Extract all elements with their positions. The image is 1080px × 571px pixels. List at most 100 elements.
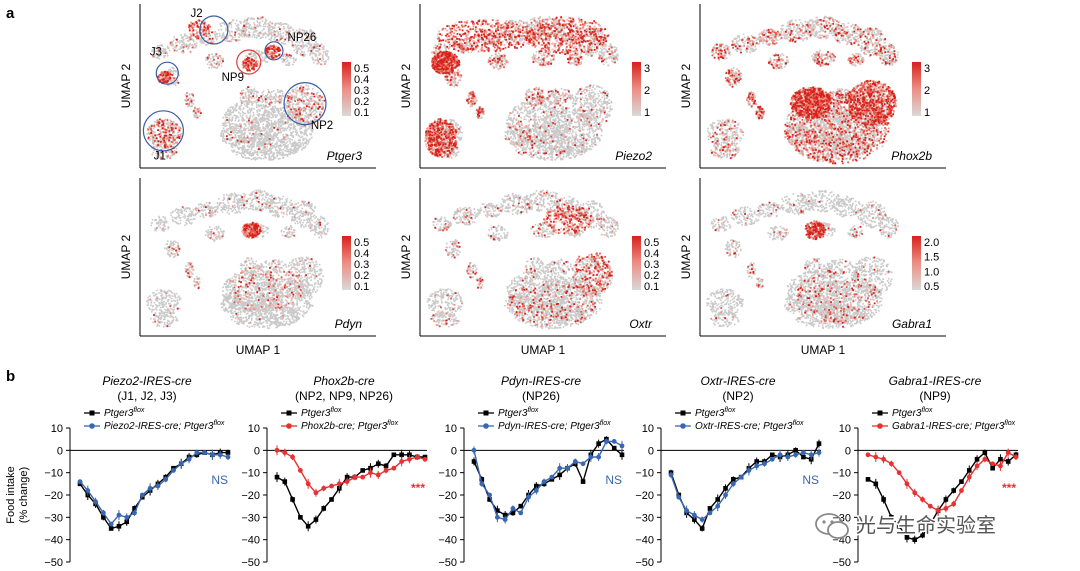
data-point bbox=[1005, 450, 1011, 455]
color-scale: 3 2 1 bbox=[632, 62, 650, 119]
data-point bbox=[777, 452, 783, 458]
y-tick-label: −10 bbox=[832, 468, 851, 480]
data-point bbox=[305, 481, 311, 487]
color-scale-tick: 1 bbox=[644, 107, 650, 119]
data-point bbox=[557, 465, 563, 471]
color-scale-tick: 0.4 bbox=[354, 248, 369, 260]
panel-subtitle: (NP26) bbox=[522, 389, 560, 403]
data-point bbox=[321, 506, 327, 511]
data-point bbox=[495, 508, 500, 513]
data-point bbox=[754, 463, 760, 469]
umap-y-label: UMAP 2 bbox=[399, 234, 413, 279]
panel-title: Piezo2-IRES-cre bbox=[102, 374, 192, 388]
data-point bbox=[723, 492, 728, 498]
color-scale-tick: 0.2 bbox=[354, 270, 369, 282]
color-scale-tick: 2 bbox=[644, 85, 650, 97]
legend-control-label: Ptger3flox bbox=[301, 407, 342, 419]
data-point bbox=[549, 474, 555, 480]
data-point bbox=[391, 465, 397, 471]
cell-points bbox=[146, 189, 329, 329]
data-point bbox=[723, 486, 728, 491]
data-point bbox=[793, 452, 799, 458]
data-point bbox=[904, 535, 910, 540]
data-point bbox=[132, 506, 137, 511]
data-point bbox=[619, 452, 625, 458]
color-scale-tick: 0.3 bbox=[354, 85, 369, 97]
cluster-label-j2: J2 bbox=[191, 8, 203, 20]
legend-control-label: Ptger3flox bbox=[892, 407, 933, 419]
data-point bbox=[290, 454, 295, 460]
data-point bbox=[124, 519, 130, 525]
data-point bbox=[1005, 459, 1011, 464]
data-point bbox=[935, 508, 941, 514]
data-point bbox=[998, 463, 1003, 469]
data-point bbox=[1013, 454, 1019, 460]
data-point bbox=[116, 512, 122, 518]
data-point bbox=[194, 450, 200, 455]
data-point bbox=[375, 461, 381, 467]
data-point bbox=[487, 492, 492, 498]
experimental-series-line bbox=[670, 451, 820, 521]
data-point bbox=[881, 456, 886, 462]
y-tick-label: −20 bbox=[832, 490, 851, 502]
significance-label: NS bbox=[605, 473, 622, 487]
data-point bbox=[588, 454, 594, 460]
data-point bbox=[982, 456, 988, 462]
data-point bbox=[896, 470, 902, 476]
data-point bbox=[282, 479, 288, 484]
umap-plot-piezo2: UMAP 2 3 2 1 Piezo2 bbox=[399, 4, 666, 169]
data-point bbox=[526, 494, 531, 500]
data-point bbox=[746, 468, 752, 473]
expressing-cells bbox=[710, 193, 899, 328]
data-point bbox=[510, 510, 516, 516]
cluster-label-np9: NP9 bbox=[222, 72, 244, 84]
data-point bbox=[344, 474, 350, 480]
data-point bbox=[668, 472, 674, 478]
data-point bbox=[518, 510, 524, 516]
y-tick-label: −50 bbox=[438, 557, 457, 569]
data-point bbox=[93, 499, 98, 505]
color-scale-tick: 0.2 bbox=[644, 270, 659, 282]
y-tick-label: −40 bbox=[241, 535, 260, 547]
data-point bbox=[754, 459, 759, 464]
data-point bbox=[479, 477, 485, 482]
gene-label: Ptger3 bbox=[327, 149, 363, 163]
data-point bbox=[487, 497, 492, 502]
data-point bbox=[541, 479, 547, 484]
y-tick-label: 10 bbox=[642, 423, 654, 435]
data-point bbox=[816, 450, 822, 455]
legend-control-label: Ptger3flox bbox=[104, 407, 145, 419]
data-point bbox=[360, 474, 366, 480]
color-scale-tick: 0.3 bbox=[354, 259, 369, 271]
umap-x-label: UMAP 1 bbox=[801, 343, 846, 357]
data-point bbox=[927, 503, 933, 509]
data-point bbox=[344, 479, 350, 484]
expressing-cells bbox=[709, 16, 898, 165]
data-point bbox=[108, 526, 114, 531]
y-tick-label: −40 bbox=[635, 535, 654, 547]
expressing-cells bbox=[147, 16, 326, 160]
panel-title: Pdyn-IRES-cre bbox=[501, 374, 581, 388]
y-tick-label: −10 bbox=[241, 468, 260, 480]
panel-subtitle: (NP2, NP9, NP26) bbox=[295, 389, 393, 403]
color-scale-tick: 1 bbox=[924, 107, 930, 119]
data-point bbox=[904, 481, 910, 487]
y-tick-label: 10 bbox=[51, 423, 63, 435]
data-point bbox=[951, 488, 956, 493]
data-point bbox=[785, 454, 791, 460]
color-scale-tick: 0.4 bbox=[644, 248, 659, 260]
y-tick-label: −50 bbox=[241, 557, 260, 569]
panel-subtitle: (J1, J2, J3) bbox=[117, 389, 176, 403]
data-point bbox=[580, 461, 586, 467]
data-point bbox=[762, 461, 767, 467]
data-point bbox=[572, 459, 578, 464]
data-point bbox=[982, 450, 988, 455]
data-point bbox=[990, 461, 996, 467]
color-scale: 0.50.40.30.20.1 bbox=[342, 236, 369, 293]
gene-label: Phox2b bbox=[891, 149, 932, 163]
umap-grid: UMAP 2 0.50.40.30.20.1Ptger3J2J3NP26NP9NP… bbox=[119, 4, 946, 357]
data-point bbox=[407, 452, 412, 458]
data-point bbox=[692, 517, 697, 522]
experimental-series bbox=[865, 448, 1019, 516]
